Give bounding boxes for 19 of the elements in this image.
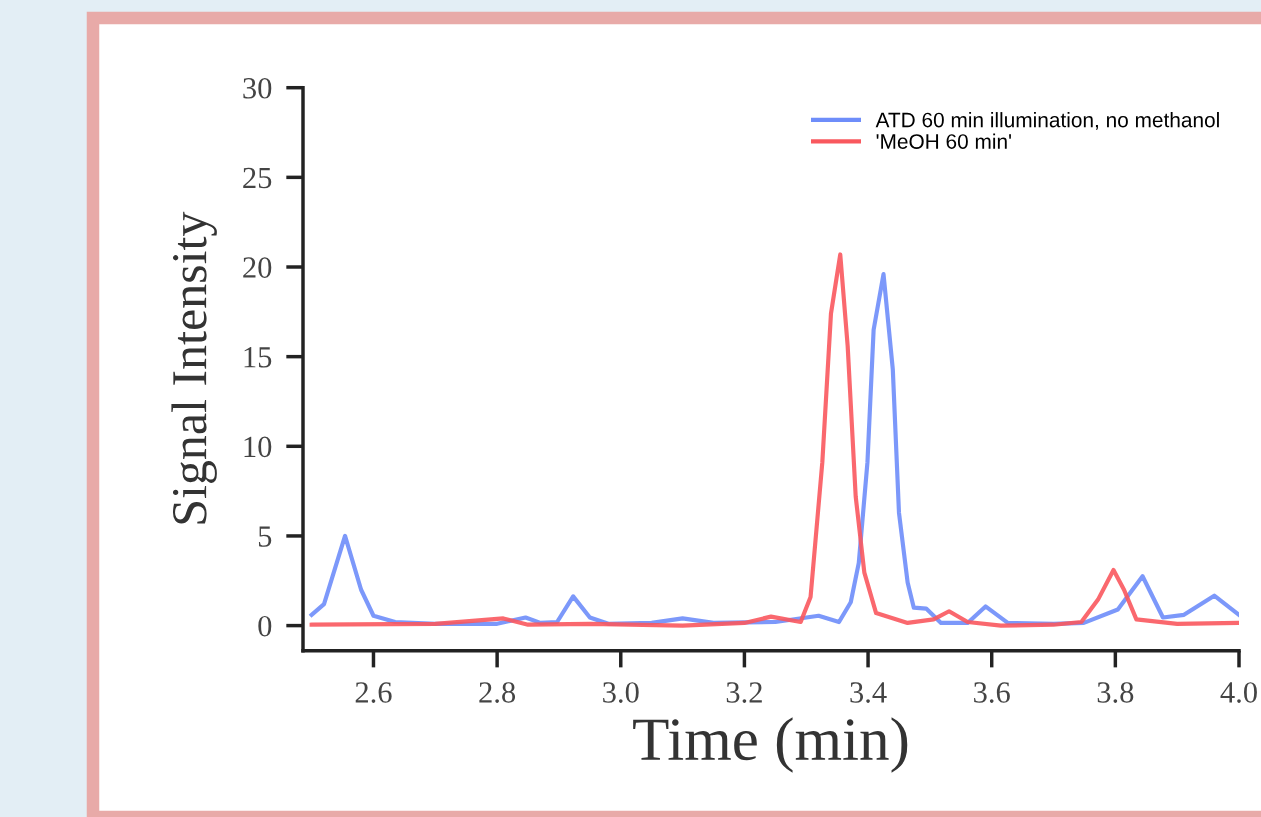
legend-label: ATD 60 min illumination, no methanol: [875, 112, 1219, 130]
y-tick-label: 20: [243, 257, 272, 278]
x-tick-label: 2.8: [479, 682, 516, 703]
x-tick-label: 4.0: [1220, 682, 1257, 703]
y-tick-label: 25: [243, 167, 272, 189]
y-tick-label: 10: [244, 436, 272, 458]
y-tick-label: 5: [258, 526, 272, 547]
y-tick-label: 30: [243, 77, 272, 99]
x-tick-label: 2.6: [355, 682, 392, 703]
legend-label: 'MeOH 60 min': [876, 133, 1011, 149]
x-tick-label: 3.4: [850, 682, 887, 703]
y-tick-label: 15: [244, 347, 272, 368]
y-tick-label: 0: [258, 615, 272, 637]
x-tick-label: 3.6: [974, 682, 1010, 703]
x-tick-label: 3.8: [1097, 682, 1134, 703]
x-tick-label: 3.2: [726, 682, 762, 703]
y-axis-title: Signal Intensity: [171, 211, 217, 524]
x-axis-title: Time (min): [633, 717, 908, 773]
x-tick-label: 3.0: [603, 682, 639, 703]
